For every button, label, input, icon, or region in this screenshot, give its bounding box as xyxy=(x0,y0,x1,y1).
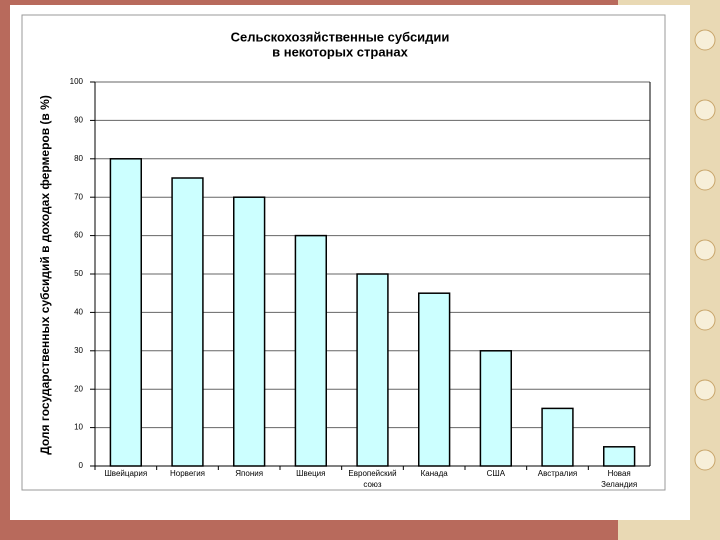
y-tick-label: 10 xyxy=(74,423,83,432)
bar xyxy=(541,407,574,467)
x-tick-label: Япония xyxy=(235,469,263,478)
y-tick-label: 80 xyxy=(74,154,83,163)
bar xyxy=(171,177,204,467)
x-tick-label: США xyxy=(487,469,506,478)
chart-title: Сельскохозяйственные субсидии xyxy=(231,29,450,44)
y-tick-label: 20 xyxy=(74,384,83,393)
x-tick-label: Европейский союз xyxy=(348,469,396,489)
chart-title: в некоторых странах xyxy=(272,44,409,59)
chart-frame xyxy=(21,14,666,491)
bar xyxy=(233,196,266,467)
y-tick-label: 90 xyxy=(74,116,83,125)
y-axis-label: Доля государственных субсидий в доходах … xyxy=(38,95,52,455)
x-tick-label: Австралия xyxy=(538,469,578,478)
bar xyxy=(294,234,327,467)
x-tick-label: Норвегия xyxy=(170,469,205,478)
x-tick-label: Швеция xyxy=(296,469,325,478)
y-tick-label: 40 xyxy=(74,308,83,317)
x-tick-label: Канада xyxy=(421,469,449,478)
y-tick-label: 50 xyxy=(74,269,83,278)
decor-pattern xyxy=(694,29,716,471)
y-tick-label: 0 xyxy=(79,461,84,470)
y-tick-label: 60 xyxy=(74,231,83,240)
bar xyxy=(356,273,389,467)
x-tick-label: Швейцария xyxy=(104,469,147,478)
bar xyxy=(418,292,451,467)
bar xyxy=(479,350,512,467)
y-tick-label: 30 xyxy=(74,346,83,355)
y-tick-label: 70 xyxy=(74,192,83,201)
y-tick-label: 100 xyxy=(70,77,84,86)
x-tick-label: Новая Зеландия xyxy=(601,469,637,489)
bar xyxy=(109,158,142,467)
bar xyxy=(603,446,636,467)
